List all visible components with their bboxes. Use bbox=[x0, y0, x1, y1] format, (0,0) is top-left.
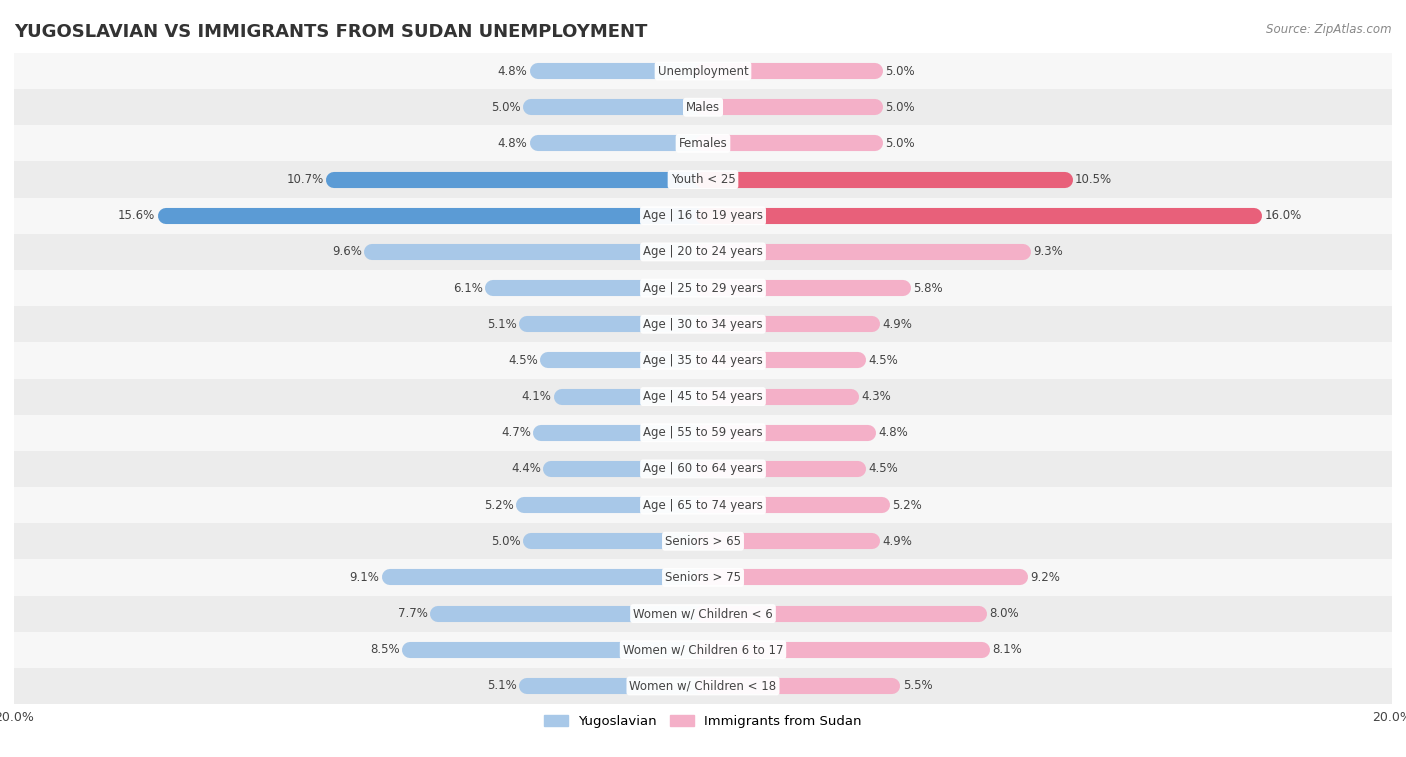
Bar bbox=[14, 523, 1392, 559]
Text: 4.9%: 4.9% bbox=[882, 318, 912, 331]
Text: 5.1%: 5.1% bbox=[488, 318, 517, 331]
Text: Age | 16 to 19 years: Age | 16 to 19 years bbox=[643, 209, 763, 223]
Text: 5.8%: 5.8% bbox=[912, 282, 943, 294]
Text: 4.8%: 4.8% bbox=[498, 64, 527, 77]
Text: Women w/ Children < 6: Women w/ Children < 6 bbox=[633, 607, 773, 620]
Text: Age | 45 to 54 years: Age | 45 to 54 years bbox=[643, 390, 763, 403]
Text: 4.7%: 4.7% bbox=[501, 426, 531, 439]
Text: Women w/ Children < 18: Women w/ Children < 18 bbox=[630, 680, 776, 693]
Bar bbox=[14, 306, 1392, 342]
Bar bbox=[14, 559, 1392, 596]
Text: Age | 60 to 64 years: Age | 60 to 64 years bbox=[643, 463, 763, 475]
Bar bbox=[14, 161, 1392, 198]
Text: 16.0%: 16.0% bbox=[1264, 209, 1302, 223]
Text: 5.1%: 5.1% bbox=[488, 680, 517, 693]
Text: 4.8%: 4.8% bbox=[498, 137, 527, 150]
Text: 5.5%: 5.5% bbox=[903, 680, 932, 693]
Text: Age | 35 to 44 years: Age | 35 to 44 years bbox=[643, 354, 763, 367]
Text: 5.0%: 5.0% bbox=[491, 101, 520, 114]
Text: Age | 30 to 34 years: Age | 30 to 34 years bbox=[643, 318, 763, 331]
Text: Seniors > 65: Seniors > 65 bbox=[665, 534, 741, 548]
Bar bbox=[14, 668, 1392, 704]
Text: 4.3%: 4.3% bbox=[862, 390, 891, 403]
Text: Age | 55 to 59 years: Age | 55 to 59 years bbox=[643, 426, 763, 439]
Text: Females: Females bbox=[679, 137, 727, 150]
Text: 5.0%: 5.0% bbox=[886, 64, 915, 77]
Text: 5.2%: 5.2% bbox=[484, 499, 513, 512]
Text: 10.5%: 10.5% bbox=[1076, 173, 1112, 186]
Text: 5.0%: 5.0% bbox=[886, 137, 915, 150]
Text: 9.1%: 9.1% bbox=[349, 571, 380, 584]
Text: 6.1%: 6.1% bbox=[453, 282, 482, 294]
Text: Youth < 25: Youth < 25 bbox=[671, 173, 735, 186]
Text: 4.9%: 4.9% bbox=[882, 534, 912, 548]
Text: Males: Males bbox=[686, 101, 720, 114]
Bar bbox=[14, 53, 1392, 89]
Text: 8.5%: 8.5% bbox=[370, 643, 399, 656]
Text: 8.1%: 8.1% bbox=[993, 643, 1022, 656]
Text: 4.5%: 4.5% bbox=[869, 354, 898, 367]
Text: Age | 65 to 74 years: Age | 65 to 74 years bbox=[643, 499, 763, 512]
Text: 4.1%: 4.1% bbox=[522, 390, 551, 403]
Text: YUGOSLAVIAN VS IMMIGRANTS FROM SUDAN UNEMPLOYMENT: YUGOSLAVIAN VS IMMIGRANTS FROM SUDAN UNE… bbox=[14, 23, 647, 41]
Bar bbox=[14, 89, 1392, 126]
Bar bbox=[14, 342, 1392, 378]
Text: 8.0%: 8.0% bbox=[988, 607, 1018, 620]
Text: 9.6%: 9.6% bbox=[332, 245, 361, 258]
Text: 4.8%: 4.8% bbox=[879, 426, 908, 439]
Bar bbox=[14, 234, 1392, 270]
Bar bbox=[14, 270, 1392, 306]
Text: Age | 20 to 24 years: Age | 20 to 24 years bbox=[643, 245, 763, 258]
Text: Unemployment: Unemployment bbox=[658, 64, 748, 77]
Text: Age | 25 to 29 years: Age | 25 to 29 years bbox=[643, 282, 763, 294]
Bar bbox=[14, 451, 1392, 487]
Bar bbox=[14, 378, 1392, 415]
Text: 4.5%: 4.5% bbox=[508, 354, 537, 367]
Text: 9.2%: 9.2% bbox=[1031, 571, 1060, 584]
Text: 5.0%: 5.0% bbox=[491, 534, 520, 548]
Legend: Yugoslavian, Immigrants from Sudan: Yugoslavian, Immigrants from Sudan bbox=[538, 709, 868, 734]
Text: 5.2%: 5.2% bbox=[893, 499, 922, 512]
Text: 9.3%: 9.3% bbox=[1033, 245, 1063, 258]
Text: 15.6%: 15.6% bbox=[118, 209, 155, 223]
Text: 7.7%: 7.7% bbox=[398, 607, 427, 620]
Text: 5.0%: 5.0% bbox=[886, 101, 915, 114]
Text: Source: ZipAtlas.com: Source: ZipAtlas.com bbox=[1267, 23, 1392, 36]
Text: 4.4%: 4.4% bbox=[512, 463, 541, 475]
Text: 4.5%: 4.5% bbox=[869, 463, 898, 475]
Bar bbox=[14, 126, 1392, 161]
Bar bbox=[14, 198, 1392, 234]
Bar bbox=[14, 596, 1392, 631]
Text: Women w/ Children 6 to 17: Women w/ Children 6 to 17 bbox=[623, 643, 783, 656]
Bar bbox=[14, 415, 1392, 451]
Text: 10.7%: 10.7% bbox=[287, 173, 323, 186]
Text: Seniors > 75: Seniors > 75 bbox=[665, 571, 741, 584]
Bar bbox=[14, 487, 1392, 523]
Bar bbox=[14, 631, 1392, 668]
